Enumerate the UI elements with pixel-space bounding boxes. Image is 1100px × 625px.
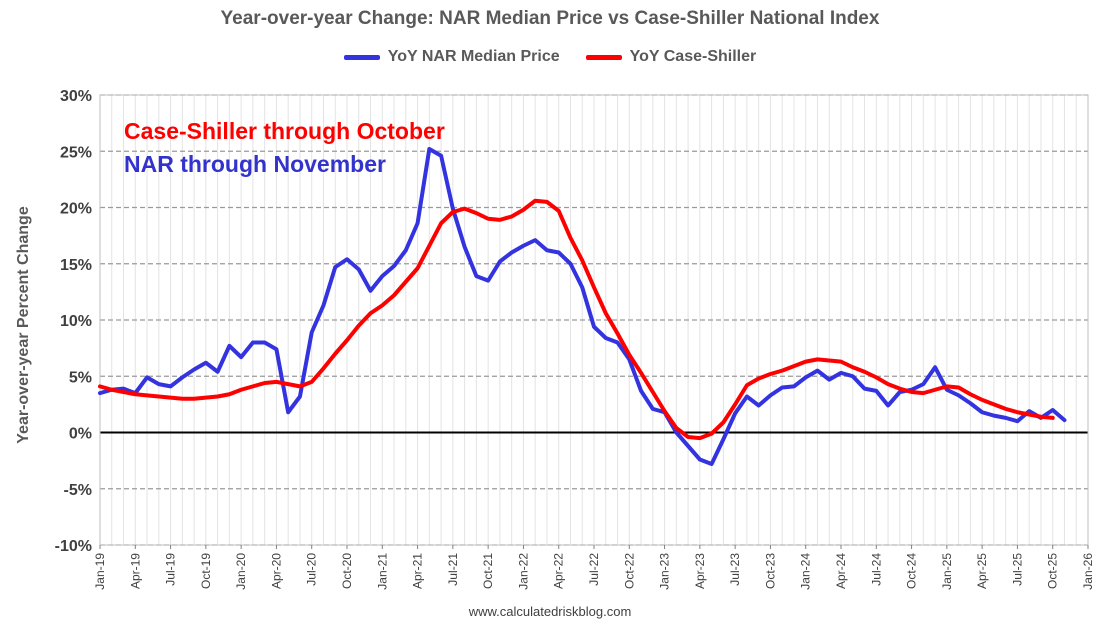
x-tick-label: Jan-21 bbox=[375, 553, 389, 590]
legend-item-case-shiller: YoY Case-Shiller bbox=[585, 48, 757, 66]
x-tick-label: Jul-21 bbox=[446, 553, 460, 586]
x-tick-label: Jan-24 bbox=[799, 553, 813, 590]
x-tick-label: Apr-21 bbox=[411, 553, 425, 589]
chart-title: Year-over-year Change: NAR Median Price … bbox=[220, 8, 880, 29]
x-tick-label: Oct-20 bbox=[340, 553, 354, 589]
source-credit: www.calculatedriskblog.com bbox=[468, 604, 632, 619]
annotation-nar: NAR through November bbox=[124, 151, 386, 177]
legend: YoY NAR Median Price YoY Case-Shiller bbox=[0, 48, 1100, 66]
x-tick-label: Apr-19 bbox=[128, 553, 142, 589]
x-tick-label: Jan-26 bbox=[1081, 553, 1095, 590]
x-tick-label: Apr-22 bbox=[552, 553, 566, 589]
x-tick-label: Jan-25 bbox=[940, 553, 954, 590]
x-tick-label: Oct-24 bbox=[905, 553, 919, 589]
x-tick-label: Apr-24 bbox=[834, 553, 848, 589]
x-tick-label: Apr-25 bbox=[975, 553, 989, 589]
y-tick-label: 25% bbox=[60, 144, 92, 161]
y-axis-label: Year-over-year Percent Change bbox=[15, 206, 32, 444]
y-tick-label: 15% bbox=[60, 257, 92, 274]
y-tick-label: -5% bbox=[64, 482, 92, 499]
legend-swatch-nar bbox=[343, 54, 380, 60]
annotation-case-shiller: Case-Shiller through October bbox=[124, 118, 445, 144]
legend-item-nar: YoY NAR Median Price bbox=[343, 48, 560, 66]
x-tick-label: Jul-23 bbox=[728, 553, 742, 586]
x-tick-label: Jul-19 bbox=[164, 553, 178, 586]
x-tick-label: Jul-20 bbox=[305, 553, 319, 586]
y-tick-label: 0% bbox=[69, 426, 92, 443]
legend-label-case-shiller: YoY Case-Shiller bbox=[629, 48, 757, 65]
x-tick-label: Oct-25 bbox=[1046, 553, 1060, 589]
y-tick-label: 5% bbox=[69, 369, 92, 386]
x-tick-label: Jan-22 bbox=[516, 553, 530, 590]
x-tick-label: Jan-20 bbox=[234, 553, 248, 590]
y-tick-label: 20% bbox=[60, 201, 92, 218]
legend-swatch-case-shiller bbox=[585, 54, 622, 60]
x-tick-label: Apr-20 bbox=[269, 553, 283, 589]
x-tick-label: Jul-24 bbox=[869, 553, 883, 586]
y-tick-label: -10% bbox=[55, 538, 92, 555]
x-tick-label: Oct-22 bbox=[622, 553, 636, 589]
y-tick-label: 30% bbox=[60, 88, 92, 105]
x-tick-label: Oct-23 bbox=[763, 553, 777, 589]
x-tick-label: Apr-23 bbox=[693, 553, 707, 589]
x-tick-label: Jan-23 bbox=[658, 553, 672, 590]
x-tick-label: Oct-21 bbox=[481, 553, 495, 589]
x-tick-label: Jul-25 bbox=[1010, 553, 1024, 586]
legend-label-nar: YoY NAR Median Price bbox=[387, 48, 560, 65]
y-tick-label: 10% bbox=[60, 313, 92, 330]
x-tick-label: Oct-19 bbox=[199, 553, 213, 589]
x-tick-label: Jan-19 bbox=[93, 553, 107, 590]
x-tick-label: Jul-22 bbox=[587, 553, 601, 586]
series-line-case-shiller bbox=[98, 198, 1055, 441]
